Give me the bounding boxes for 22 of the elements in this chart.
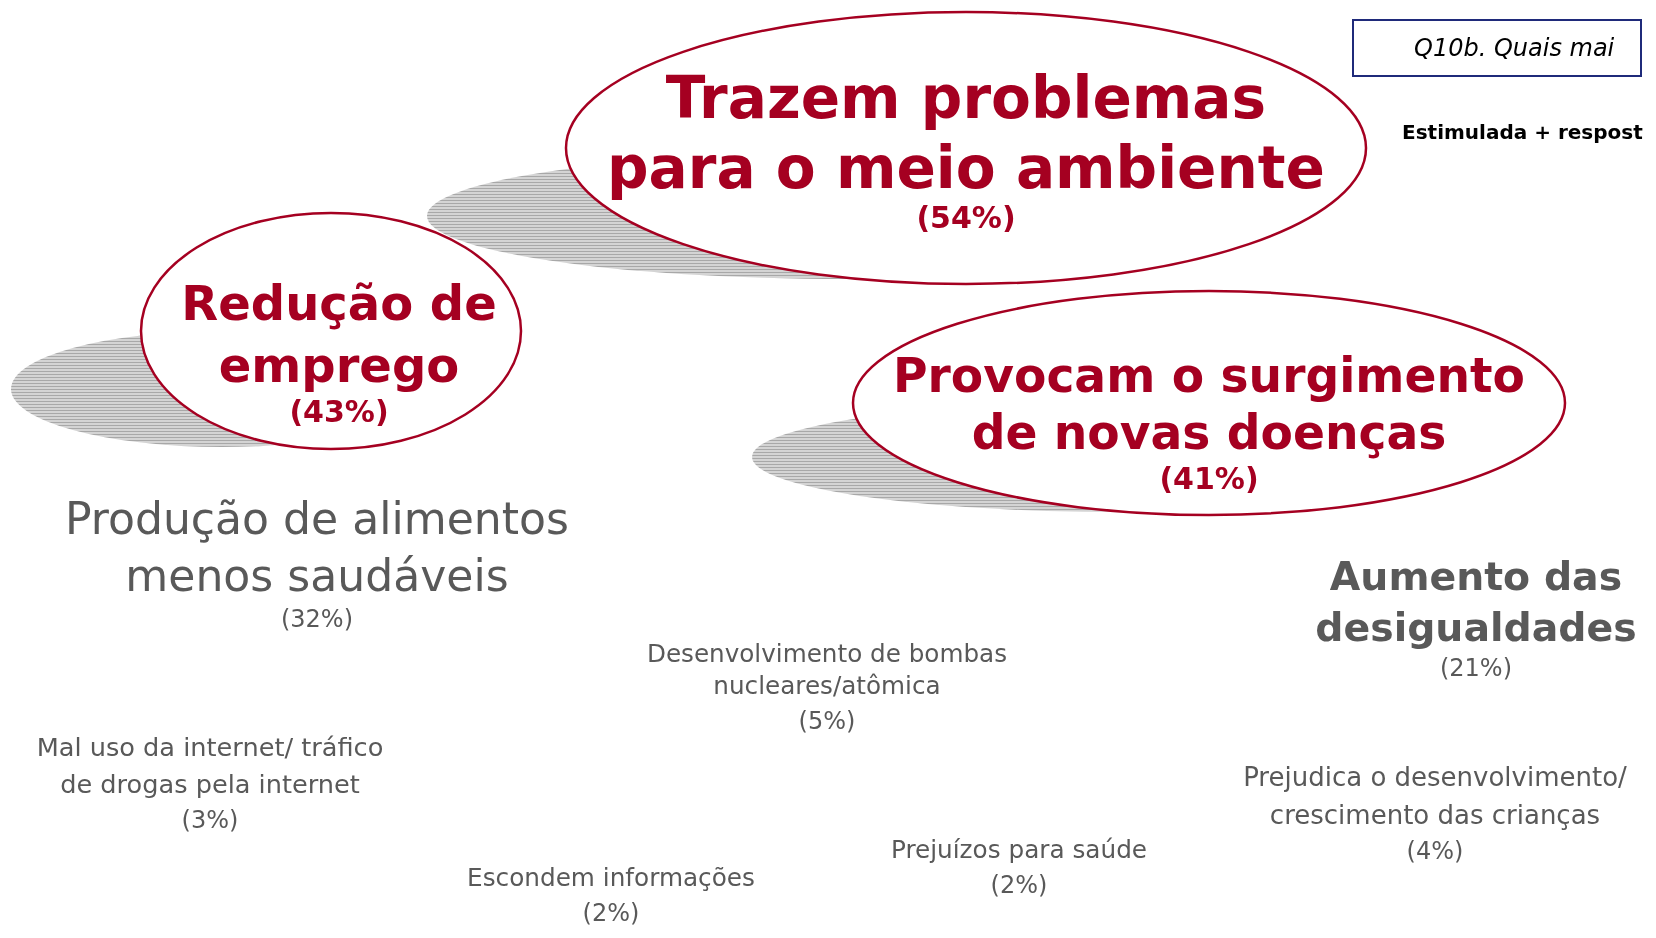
category-label: Mal uso da internet/ tráfico de drogas pela internet — [36, 732, 384, 800]
data-label: (41%) — [1159, 460, 1259, 496]
data-label: (5%) — [798, 707, 856, 736]
data-label: (4%) — [1406, 836, 1464, 865]
data-label: (2%) — [990, 871, 1048, 900]
category-label: Trazem problemas para o meio ambiente — [607, 64, 1325, 202]
category-label: Redução de emprego — [181, 275, 497, 394]
data-label: (3%) — [181, 806, 239, 835]
text: Estimulada + respost — [1402, 120, 1643, 144]
data-label: (2%) — [582, 899, 640, 928]
category-label: Escondem informações — [467, 863, 755, 892]
category-label: Aumento das desigualdades — [1315, 553, 1637, 651]
data-label: (21%) — [1439, 654, 1513, 683]
data-label: (54%) — [916, 199, 1016, 235]
data-label: (32%) — [280, 604, 354, 633]
text: Q10b. Quais mai — [1414, 34, 1615, 62]
category-label: Prejuízos para saúde — [890, 835, 1148, 864]
category-label: Produção de alimentos menos saudáveis — [64, 493, 570, 602]
category-label: Prejudica o desenvolvimento/ crescimento das crianças — [1243, 762, 1628, 830]
data-label: (43%) — [289, 394, 389, 430]
category-label: Desenvolvimento de bombas nucleares/atômica — [646, 639, 1008, 701]
category-label: Provocam o surgimento de novas doenças — [893, 348, 1525, 460]
